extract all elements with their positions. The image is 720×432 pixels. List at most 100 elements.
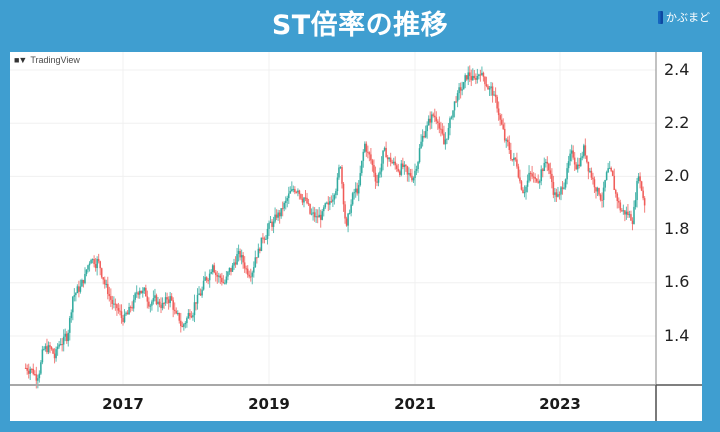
candle-body (467, 72, 470, 80)
candle-body (345, 218, 348, 226)
candle-body (62, 336, 65, 345)
candle-body (520, 181, 523, 190)
candle-body (450, 117, 453, 119)
candle-body (152, 298, 155, 302)
candle-body (572, 150, 574, 158)
candle-body (394, 161, 397, 166)
candle-body (432, 114, 435, 116)
x-tick-label: 2023 (539, 395, 581, 413)
candle-body (233, 262, 235, 266)
candle-body (106, 283, 109, 295)
candle-body (353, 192, 355, 194)
candle-body (601, 199, 603, 201)
candle-body (437, 121, 439, 124)
candle-body (85, 269, 88, 274)
candle-body (319, 214, 322, 220)
candle-body (420, 141, 422, 149)
candle-body (583, 145, 585, 157)
candle-body (561, 187, 564, 189)
candle-body (269, 221, 272, 223)
candle-body (385, 147, 387, 158)
candle-body (546, 161, 549, 164)
candle-body (506, 139, 509, 143)
candle-body (592, 177, 594, 180)
candle-body (598, 188, 600, 195)
candle-body (274, 214, 276, 222)
candle-body (26, 368, 28, 371)
candle-body (298, 190, 301, 195)
candle-body (149, 305, 152, 307)
candle-body (433, 115, 436, 118)
candle-body (169, 296, 171, 304)
tradingview-label: TradingView (30, 55, 80, 65)
candle-body (304, 197, 307, 199)
candle-body (113, 303, 115, 305)
candle-body (199, 293, 202, 296)
candle-body (166, 297, 168, 300)
candle-body (190, 316, 193, 318)
candle-body (414, 170, 416, 178)
candle-body (58, 344, 60, 347)
candle-body (508, 142, 511, 151)
candle-body (496, 96, 498, 109)
candle-body (462, 82, 465, 90)
candle-body (228, 267, 231, 272)
candle-body (535, 178, 538, 182)
candle-body (87, 265, 89, 270)
candle-body (608, 167, 611, 169)
candle-body (82, 279, 85, 284)
candle-body (84, 273, 86, 284)
candle-body (103, 279, 106, 285)
candle-body (605, 172, 608, 181)
candle-body (444, 139, 447, 145)
chart-panel: ■▼ TradingView 2.4 2.2 2.0 1.8 1.6 1.4 2… (10, 52, 702, 421)
candle-body (634, 200, 637, 207)
candle-body (141, 290, 144, 294)
candle-body (335, 191, 337, 195)
candle-body (476, 76, 479, 80)
candle-body (619, 202, 622, 211)
candle-body (564, 179, 567, 188)
candle-body (342, 183, 345, 205)
candle-body (138, 290, 141, 295)
candle-body (441, 129, 444, 134)
candle-body (222, 282, 225, 284)
candle-body (590, 170, 593, 178)
candle-body (453, 101, 456, 111)
candle-body (493, 94, 495, 96)
candle-body (120, 311, 123, 318)
candle-body (49, 345, 51, 348)
candle-body (642, 190, 644, 199)
candle-body (329, 201, 331, 205)
candle-body (318, 214, 320, 218)
candle-body (151, 301, 153, 306)
candle-body (570, 150, 573, 154)
candle-body (246, 268, 249, 275)
candle-body (426, 125, 428, 132)
candle-body (435, 117, 438, 122)
candle-body (333, 194, 336, 200)
candle-body (386, 157, 389, 160)
candle-body (30, 368, 33, 370)
candle-body (622, 210, 625, 212)
candle-body (389, 157, 392, 162)
candle-body (549, 170, 552, 174)
candle-body (613, 175, 616, 190)
candle-body (218, 275, 220, 277)
candle-body (511, 159, 514, 161)
candle-body (497, 108, 500, 116)
candle-body (260, 237, 263, 251)
candle-body (201, 289, 203, 296)
candle-body (505, 139, 508, 141)
candle-body (408, 173, 410, 175)
candle-body (532, 176, 535, 178)
candle-body (24, 367, 27, 369)
candle-body (301, 198, 304, 203)
candle-body (111, 299, 114, 304)
candle-body (468, 72, 471, 77)
candle-body (313, 212, 316, 218)
candle-body (46, 346, 48, 353)
candle-body (484, 76, 486, 85)
candle-body (392, 161, 395, 164)
candle-body (624, 210, 626, 215)
